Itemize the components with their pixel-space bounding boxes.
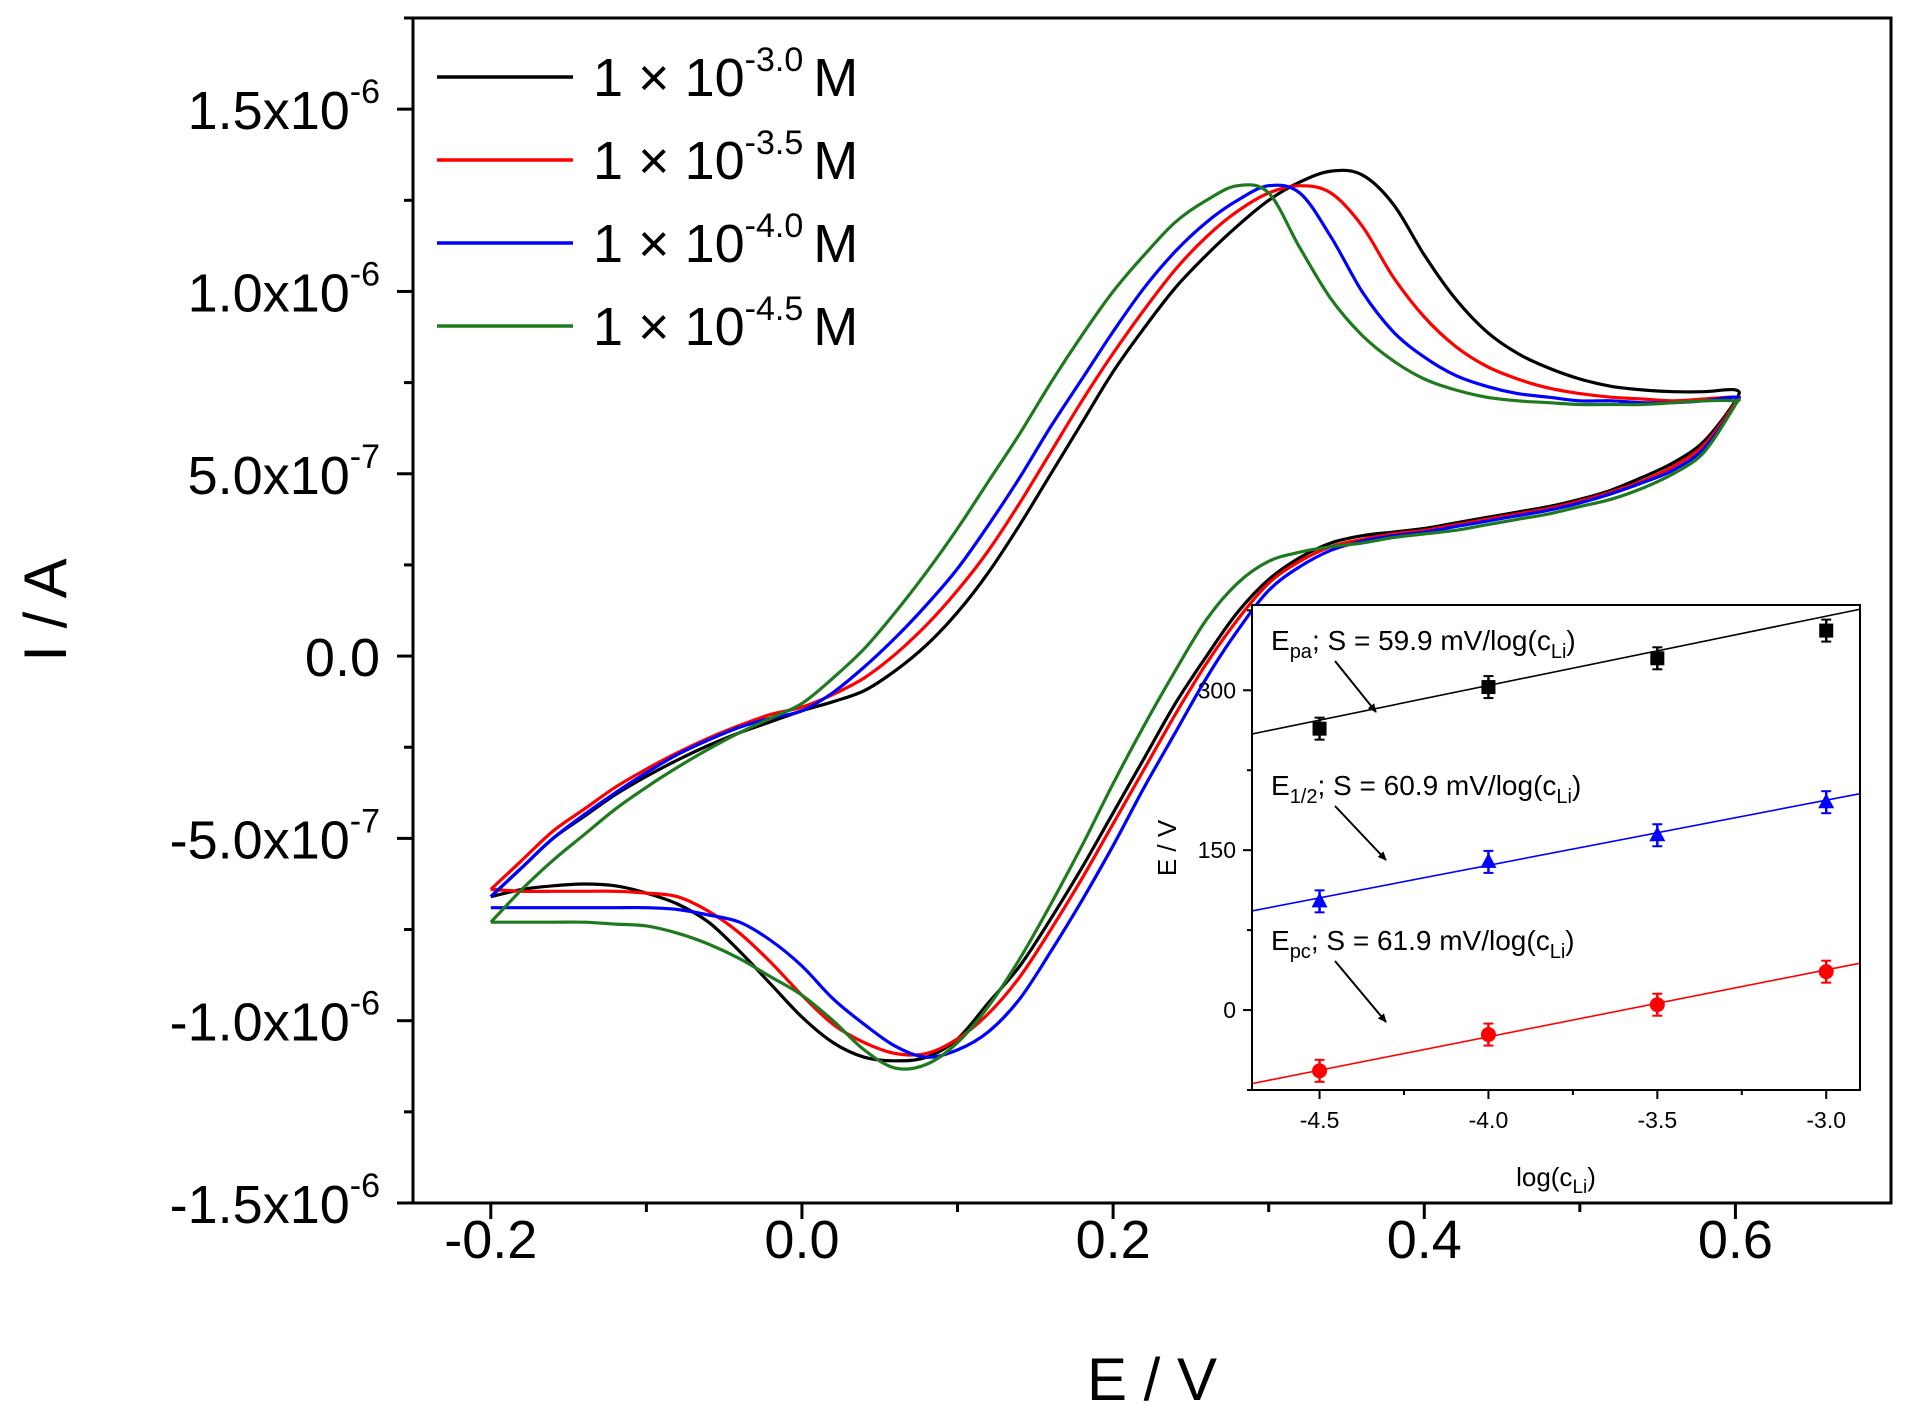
legend-label: 1 × 10-4.5 M xyxy=(593,290,858,357)
main-curves xyxy=(489,168,1741,1071)
x-tick-label: 0.2 xyxy=(1076,1210,1151,1270)
x-tick-label: 0.0 xyxy=(764,1210,839,1270)
main-x-tick-labels: -0.2 0.0 0.2 0.4 0.6 xyxy=(444,1210,1773,1270)
y-tick-label: 0.0 xyxy=(305,628,380,688)
series-line-3 xyxy=(489,183,1741,1071)
inset-y-tick-label: 300 xyxy=(1198,677,1236,703)
inset-fit-line-1 xyxy=(1251,792,1861,912)
inset-point-square xyxy=(1819,623,1834,638)
legend-label: 1 × 10-3.0 M xyxy=(593,41,858,108)
legend-item-1: 1 × 10-3.5 M xyxy=(437,124,858,191)
inset-background xyxy=(1252,605,1860,1090)
series-line-0 xyxy=(489,168,1741,1063)
inset-point-circle xyxy=(1649,997,1665,1013)
y-tick-label: 1.0x10-6 xyxy=(188,255,380,323)
inset-x-tick-labels: -4.5 -4.0 -3.5 -3.0 xyxy=(1300,1107,1846,1133)
inset-annotation-label: Epa; S = 59.9 mV/log(cLi) xyxy=(1271,625,1576,663)
inset-annotation-E1-2: E1/2; S = 60.9 mV/log(cLi) xyxy=(1271,770,1581,861)
y-tick-label: 1.5x10-6 xyxy=(188,73,380,141)
inset-x-tick-label: -4.0 xyxy=(1469,1107,1509,1133)
x-tick-label: 0.6 xyxy=(1698,1210,1773,1270)
inset-annotation-arrow xyxy=(1334,960,1387,1023)
inset-annotation-label: Epc; S = 61.9 mV/log(cLi) xyxy=(1271,925,1575,963)
x-axis-title: E / V xyxy=(1087,1346,1217,1413)
inset-fit-line-0 xyxy=(1251,608,1861,735)
inset-annotation-Epa: Epa; S = 59.9 mV/log(cLi) xyxy=(1271,625,1576,713)
legend-item-0: 1 × 10-3.0 M xyxy=(437,41,858,108)
inset-point-triangle xyxy=(1818,793,1835,809)
main-y-tick-labels: -1.5x10-6 -1.0x10-6 -5.0x10-7 0.0 5.0x10-7 1.… xyxy=(170,73,380,1235)
inset-frame xyxy=(1251,604,1861,1091)
inset-point-circle xyxy=(1480,1027,1496,1043)
inset-annotation-arrow xyxy=(1334,805,1387,861)
y-axis-title: I / A xyxy=(12,558,79,661)
inset-y-tick-label: 150 xyxy=(1198,837,1236,863)
plot-frame xyxy=(411,16,1893,1205)
inset-axis-ticks xyxy=(1243,609,1828,1099)
x-tick-label: 0.4 xyxy=(1387,1210,1462,1270)
inset-y-axis-title: E / V xyxy=(1152,819,1182,876)
inset-point-triangle xyxy=(1311,892,1328,908)
inset-fit-line-2 xyxy=(1251,962,1861,1085)
inset-y-tick-label: 0 xyxy=(1223,997,1236,1023)
inset-annotations: Epa; S = 59.9 mV/log(cLi) E1/2; S = 60.9 … xyxy=(1271,625,1581,1023)
inset-marks xyxy=(1251,608,1861,1085)
y-tick-label: -5.0x10-7 xyxy=(170,802,380,870)
legend-item-2: 1 × 10-4.0 M xyxy=(437,207,858,274)
inset-annotation-label: E1/2; S = 60.9 mV/log(cLi) xyxy=(1271,770,1581,808)
inset-annotation-Epc: Epc; S = 61.9 mV/log(cLi) xyxy=(1271,925,1575,1023)
legend-label: 1 × 10-4.0 M xyxy=(593,207,858,274)
inset-point-square xyxy=(1312,721,1327,736)
inset-x-axis-title: log(cLi) xyxy=(1516,1162,1596,1198)
main-axis-ticks xyxy=(397,16,1737,1219)
inset-point-circle xyxy=(1818,964,1834,980)
legend-item-3: 1 × 10-4.5 M xyxy=(437,290,858,357)
y-tick-label: -1.0x10-6 xyxy=(170,985,380,1053)
y-tick-label: -1.5x10-6 xyxy=(170,1167,380,1235)
inset-point-triangle xyxy=(1480,852,1497,868)
legend: 1 × 10-3.0 M 1 × 10-3.5 M 1 × 10-4.0 M 1 × 10-… xyxy=(437,41,858,357)
x-tick-label: -0.2 xyxy=(444,1210,537,1270)
inset-point-triangle xyxy=(1649,826,1666,842)
inset-point-square xyxy=(1481,680,1496,695)
inset-annotation-arrow xyxy=(1334,660,1377,713)
inset-x-tick-label: -3.5 xyxy=(1638,1107,1678,1133)
y-tick-label: 5.0x10-7 xyxy=(188,438,380,506)
inset-y-tick-labels: 0 150 300 xyxy=(1198,677,1236,1023)
inset-point-circle xyxy=(1312,1063,1328,1079)
legend-label: 1 × 10-3.5 M xyxy=(593,124,858,191)
inset-x-tick-label: -3.0 xyxy=(1806,1107,1846,1133)
inset-x-tick-label: -4.5 xyxy=(1300,1107,1340,1133)
inset-point-square xyxy=(1650,651,1665,666)
